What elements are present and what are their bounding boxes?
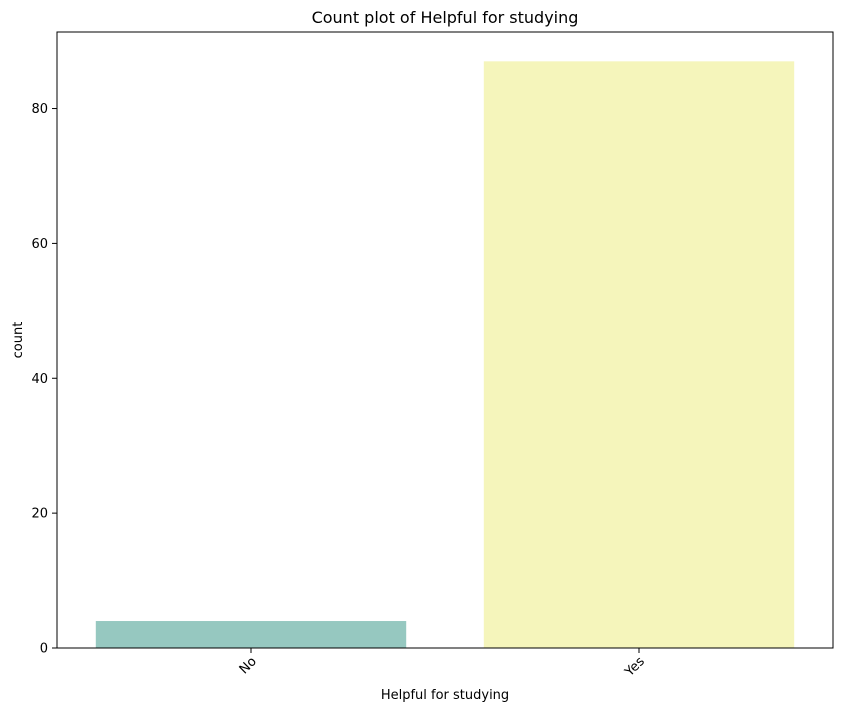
- bars-group: [95, 61, 795, 649]
- y-tick-label: 0: [40, 642, 48, 657]
- x-tick-label: No: [237, 654, 260, 677]
- x-axis-label: Helpful for studying: [381, 688, 509, 703]
- y-tick-label: 80: [31, 102, 48, 117]
- chart-title: Count plot of Helpful for studying: [312, 8, 579, 27]
- plot-frame: [56, 31, 834, 649]
- y-ticks-group: 0 20 40 60 80: [31, 102, 57, 657]
- bar-yes: [483, 61, 795, 649]
- y-tick-label: 20: [31, 507, 48, 522]
- bar-no: [95, 621, 407, 648]
- x-ticks-group: No Yes: [237, 648, 648, 680]
- x-tick-label: Yes: [622, 654, 648, 680]
- y-axis-label: count: [11, 322, 26, 359]
- y-tick-label: 60: [31, 237, 48, 252]
- y-tick-label: 40: [31, 372, 48, 387]
